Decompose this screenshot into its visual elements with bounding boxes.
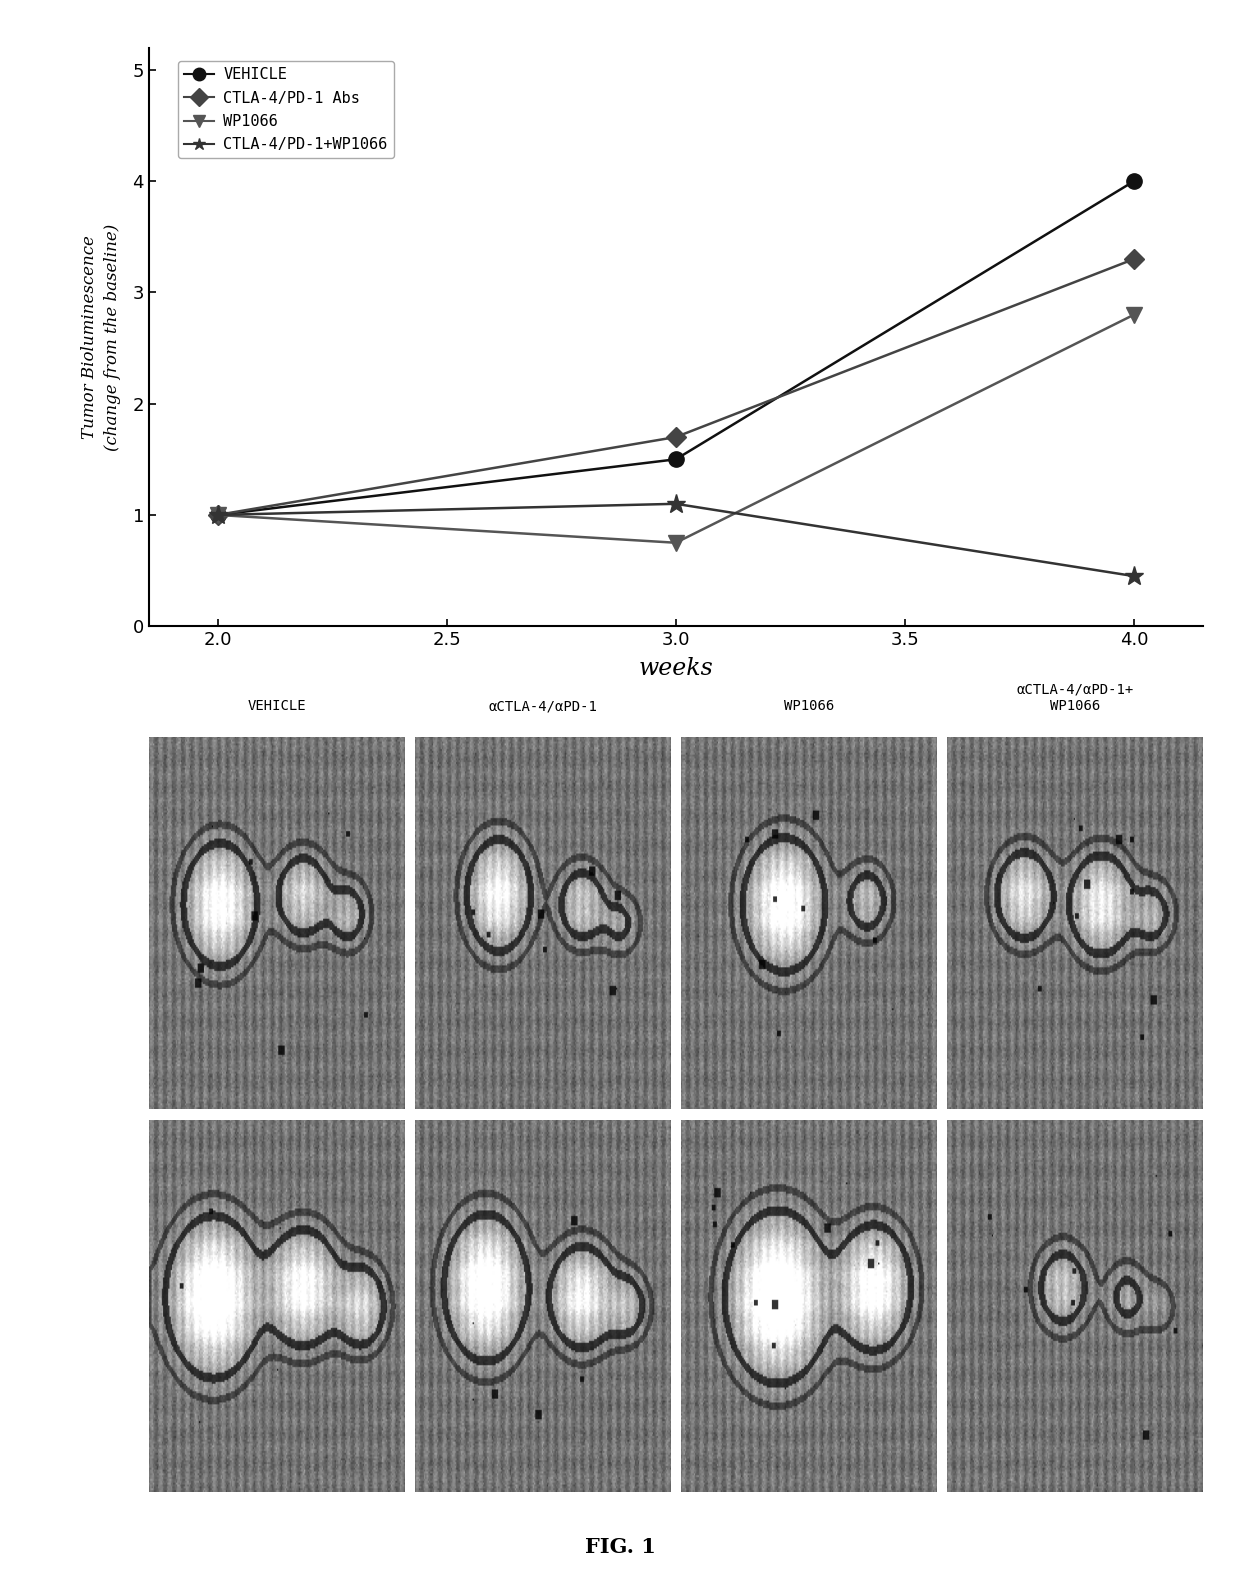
Text: αCTLA-4/αPD-1+
WP1066: αCTLA-4/αPD-1+ WP1066 xyxy=(1017,682,1133,713)
X-axis label: weeks: weeks xyxy=(639,657,713,681)
Y-axis label: Tumor Bioluminescence
(change from the baseline): Tumor Bioluminescence (change from the b… xyxy=(81,224,122,451)
Text: WP1066: WP1066 xyxy=(784,698,835,713)
Text: αCTLA-4/αPD-1: αCTLA-4/αPD-1 xyxy=(489,698,598,713)
Legend: VEHICLE, CTLA-4/PD-1 Abs, WP1066, CTLA-4/PD-1+WP1066: VEHICLE, CTLA-4/PD-1 Abs, WP1066, CTLA-4… xyxy=(177,60,394,159)
Text: VEHICLE: VEHICLE xyxy=(248,698,306,713)
Text: FIG. 1: FIG. 1 xyxy=(584,1538,656,1557)
